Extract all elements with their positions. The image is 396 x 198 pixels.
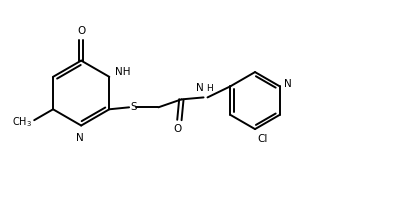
Text: O: O — [174, 124, 182, 134]
Text: H: H — [206, 85, 213, 93]
Text: N: N — [76, 133, 84, 143]
Text: S: S — [130, 102, 137, 111]
Text: O: O — [77, 26, 85, 36]
Text: Cl: Cl — [257, 134, 267, 144]
Text: CH$_3$: CH$_3$ — [12, 115, 32, 129]
Text: NH: NH — [115, 67, 130, 77]
Text: N: N — [284, 79, 291, 89]
Text: N: N — [196, 83, 204, 93]
